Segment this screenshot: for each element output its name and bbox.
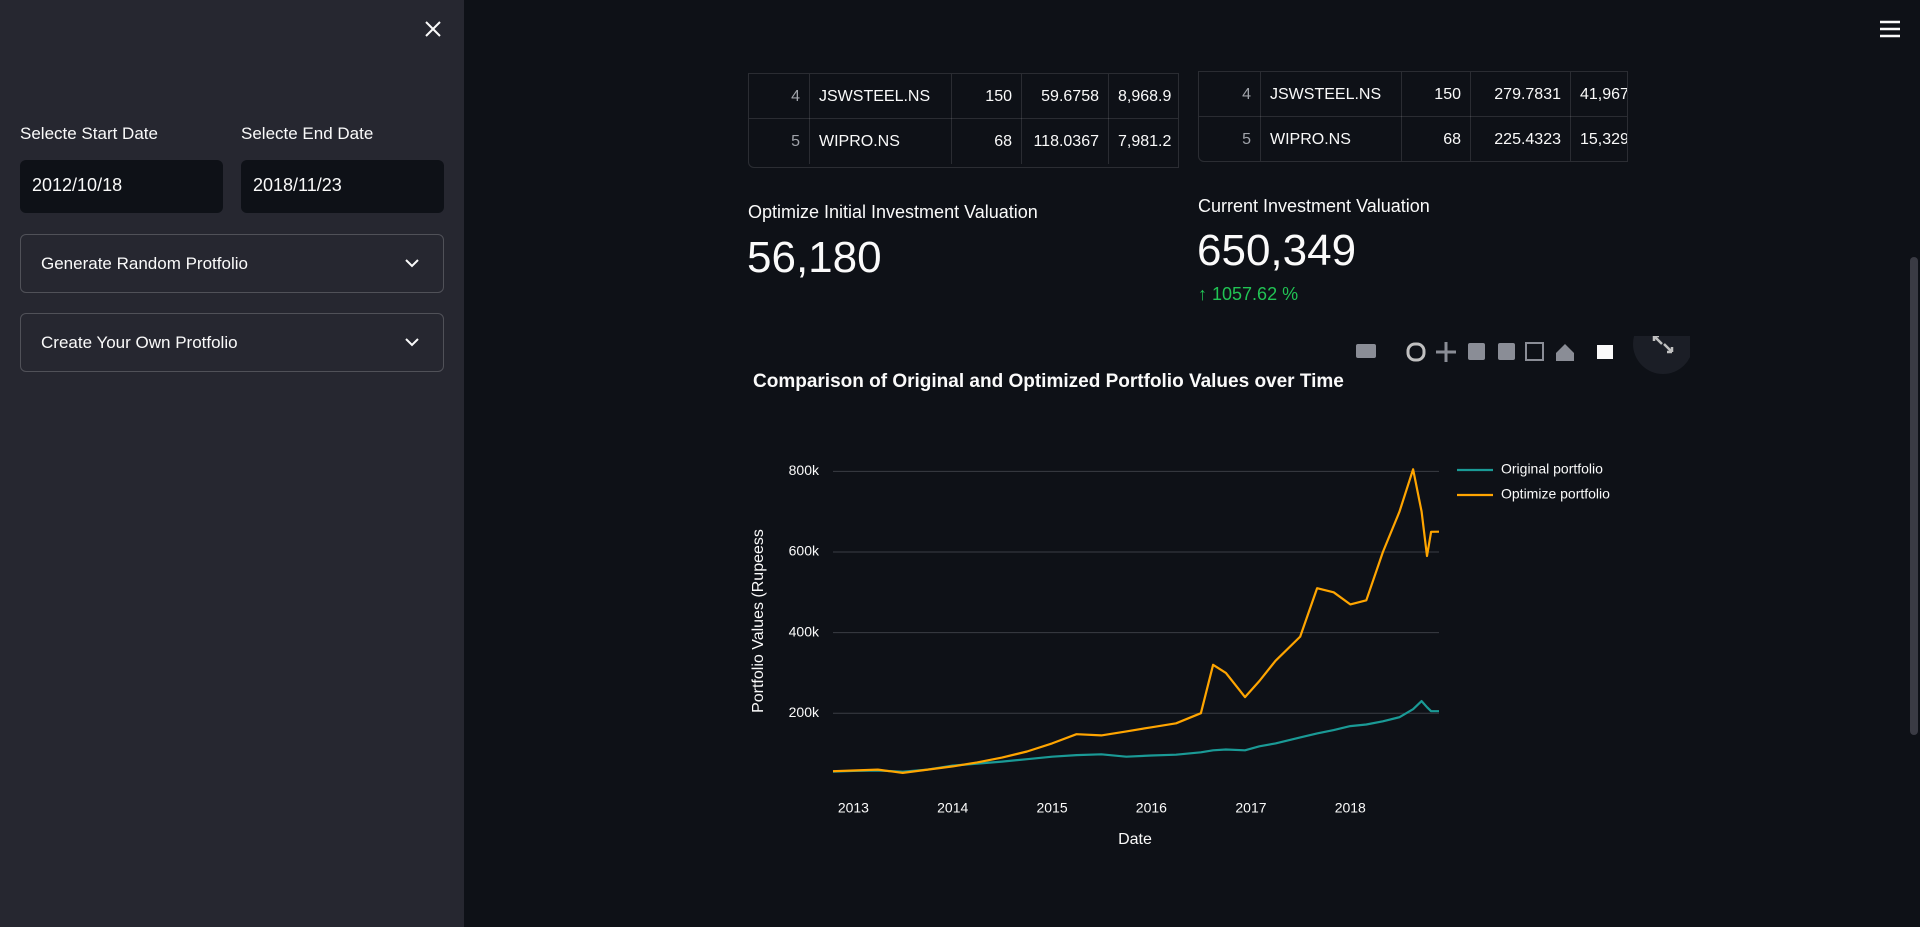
metric-label: Current Investment Valuation [1198,196,1430,216]
expander[interactable]: Create Your Own Protfolio [20,313,444,372]
table-cell: 4 [1242,86,1251,103]
menu-button[interactable] [1879,20,1901,38]
close-button[interactable] [424,20,442,38]
table-cell: 8,968.9 [1108,74,1178,119]
x-tick-label: 2016 [1136,800,1167,816]
x-tick-label: 2015 [1036,800,1067,816]
fullscreen-button[interactable] [1633,336,1690,374]
series-line [832,468,1440,774]
x-tick-label: 2013 [838,800,869,816]
table-cell: 68 [951,119,1021,164]
y-tick-label: 200k [789,704,820,720]
table-cell: WIPRO.NS [809,119,951,164]
y-tick-label: 600k [789,543,820,559]
table-cell: JSWSTEEL.NS [1260,72,1401,117]
table-cell: 150 [951,74,1021,119]
legend-label: Optimize portfolio [1501,486,1610,502]
y-axis-title: Portfolio Values (Rupeess [750,529,767,713]
delta-text: 1057.62 % [1212,284,1299,304]
metric-value: 56,180 [747,233,882,282]
series-line [832,700,1439,773]
table-row: 5 WIPRO.NS 68 118.0367 7,981.2 [749,118,1178,164]
table-cell: 5 [791,133,800,150]
table-cell: 59.6758 [1021,74,1108,119]
table-cell: 150 [1401,72,1470,117]
y-tick-label: 800k [789,462,820,478]
table-cell: 41,967 [1570,72,1627,117]
metric-value: 650,349 [1197,226,1357,275]
end-date-input[interactable]: 2018/11/23 [241,160,444,213]
table-cell: 225.4323 [1470,117,1570,161]
x-tick-label: 2018 [1335,800,1366,816]
table-cell: WIPRO.NS [1260,117,1401,161]
chart-toolbar [1356,336,1690,374]
scrollbar[interactable] [1910,257,1918,735]
x-axis-title: Date [1118,831,1152,848]
expander-label: Generate Random Protfolio [41,254,248,273]
x-tick-label: 2014 [937,800,968,816]
chart-title: Comparison of Original and Optimized Por… [753,371,1344,392]
metric-label: Optimize Initial Investment Valuation [748,202,1038,222]
end-date-label: Selecte End Date [241,124,374,143]
toolbar-icons[interactable] [1356,342,1613,362]
table-cell: 15,329 [1570,117,1627,161]
table-cell: 7,981.2 [1108,119,1178,164]
start-date-label: Selecte Start Date [20,124,158,143]
table-cell: 279.7831 [1470,72,1570,117]
expander-label: Create Your Own Protfolio [41,333,238,352]
table-cell: 4 [791,88,800,105]
metric-delta: ↑ 1057.62 % [1198,284,1299,304]
expander[interactable]: Generate Random Protfolio [20,234,444,293]
legend-label: Original portfolio [1501,461,1603,477]
table-row: 4 JSWSTEEL.NS 150 59.6758 8,968.9 [749,73,1178,119]
table-row: 4 JSWSTEEL.NS 150 279.7831 41,967 [1199,71,1627,117]
data-table: 4 JSWSTEEL.NS 150 59.6758 8,968.9 5 WIPRO.NS 68… [748,73,1179,168]
data-table: 4 JSWSTEEL.NS 150 279.7831 41,967 5 WIPRO.NS 68… [1198,71,1628,162]
table-cell: 5 [1242,131,1251,148]
x-tick-label: 2017 [1235,800,1266,816]
table-cell: 118.0367 [1021,119,1108,164]
table-row: 5 WIPRO.NS 68 225.4323 15,329 [1199,116,1627,161]
start-date-input[interactable]: 2012/10/18 [20,160,223,213]
sidebar: Selecte Start Date Selecte End Date 2012… [0,0,464,927]
table-cell: JSWSTEEL.NS [809,74,951,119]
y-tick-label: 400k [789,623,820,639]
table-cell: 68 [1401,117,1470,161]
